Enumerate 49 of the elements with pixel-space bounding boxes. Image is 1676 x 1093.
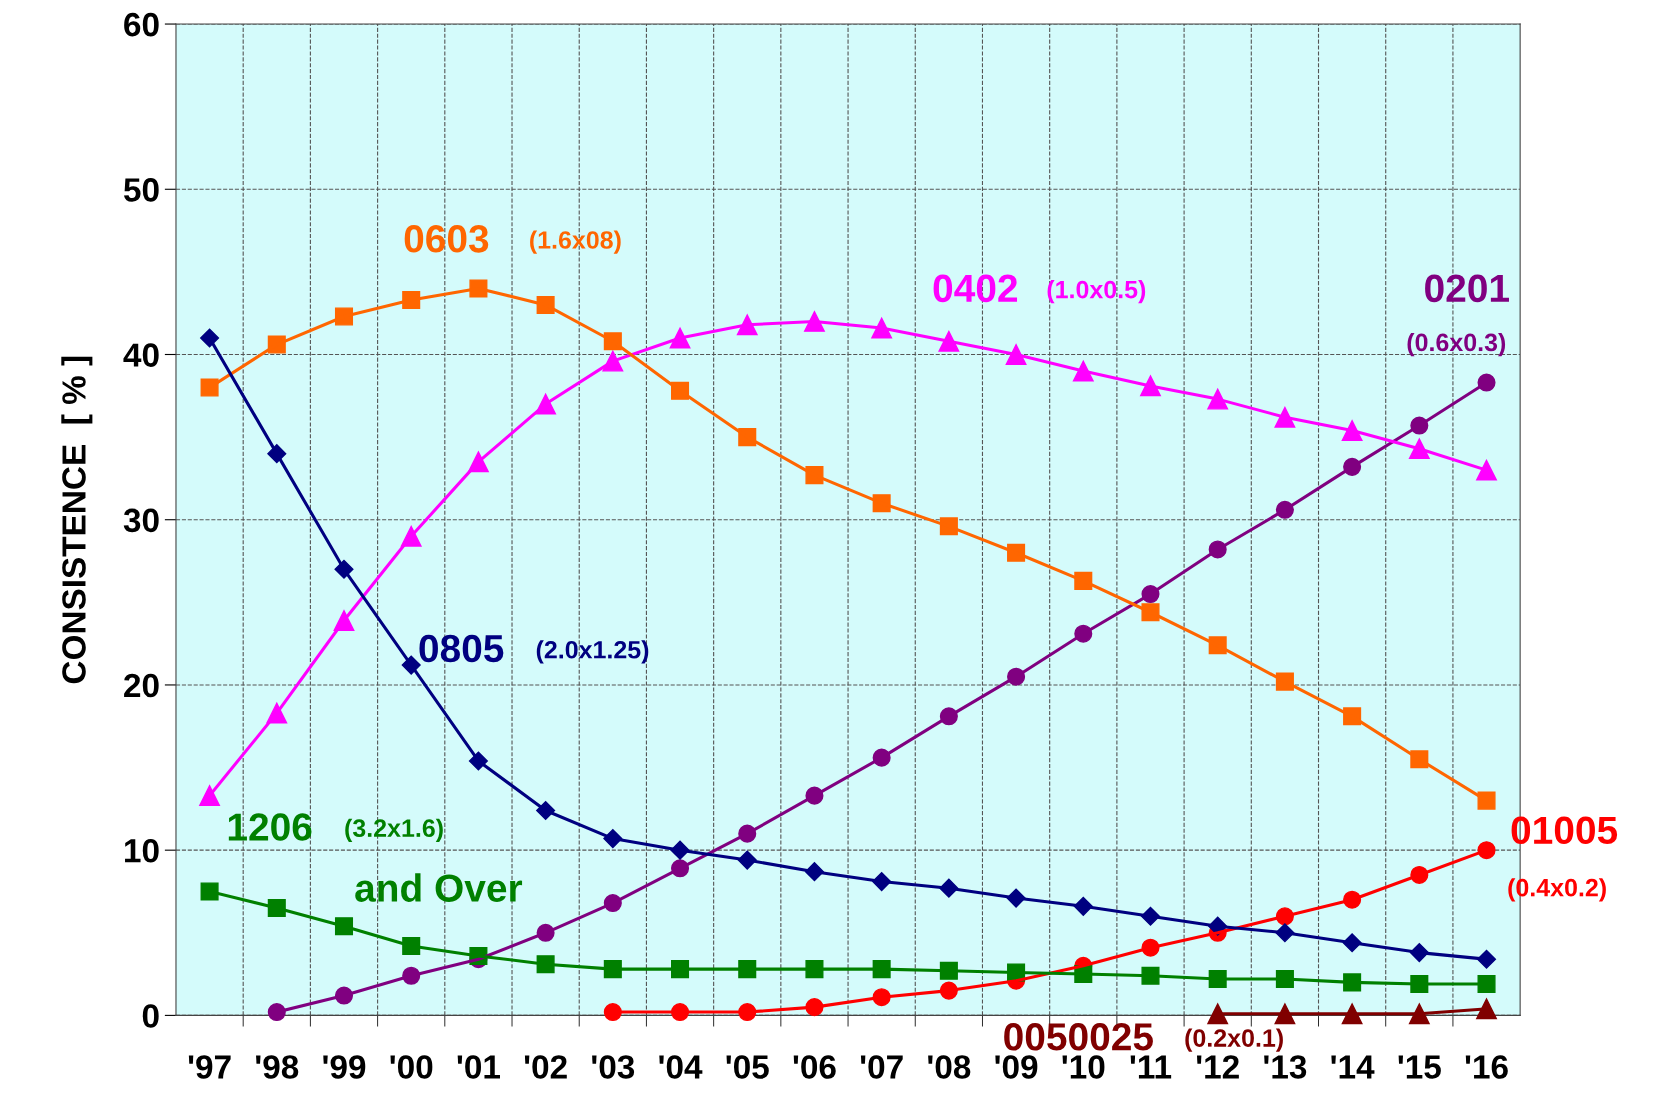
series-label: 1206 [228, 813, 312, 841]
point [200, 882, 219, 901]
series-label: 01005 [1511, 816, 1618, 845]
point [1207, 1003, 1229, 1025]
x-tick-label: '11 [1130, 1055, 1172, 1079]
y-tick-label: 40 [123, 343, 159, 367]
point [1476, 459, 1497, 481]
x-tick-label: '00 [390, 1055, 433, 1079]
y-axis-title: CONSISTENCE [ % ] [61, 356, 93, 684]
x-tick-label: '05 [726, 1055, 769, 1079]
series-label: 0050025 [1004, 1023, 1153, 1051]
y-tick-label: 30 [123, 508, 159, 533]
x-tick-label: '03 [592, 1055, 635, 1079]
annotation: (1.6x08) [530, 230, 621, 254]
y-tick-label: 10 [125, 838, 159, 863]
annotation: (0.4x0.2) [1508, 878, 1606, 902]
x-tick-label: '01 [457, 1055, 500, 1079]
point [199, 785, 221, 807]
annotation: (2.0x1.25) [536, 640, 649, 664]
x-tick-label: '15 [1398, 1055, 1441, 1079]
y-tick-label: 0 [142, 1004, 159, 1028]
x-tick-label: '16 [1465, 1055, 1508, 1079]
x-tick-label: '08 [928, 1055, 971, 1079]
series-label: 0805 [419, 634, 504, 663]
x-tick-label: '06 [793, 1055, 836, 1079]
x-tick-label: '09 [995, 1055, 1038, 1079]
text: (0.2x0.1) [1185, 1028, 1283, 1052]
x-tick-label: '12 [1196, 1055, 1239, 1079]
x-tick-label: '07 [860, 1055, 903, 1079]
y-tick-label: 20 [124, 673, 159, 698]
annotation: (1.0x0.5) [1047, 280, 1146, 304]
annotation: (0.6x0.3) [1407, 332, 1506, 357]
x-tick-label: '98 [256, 1055, 299, 1079]
x-tick-label: '14 [1331, 1055, 1375, 1079]
point [200, 328, 220, 348]
x-tick-label: '04 [659, 1055, 703, 1079]
series-label: 0603 [404, 225, 489, 253]
series-label: 0402 [933, 274, 1018, 303]
series-label: 0201 [1425, 274, 1509, 303]
x-tick-label: '02 [524, 1055, 567, 1079]
x-tick-label: '99 [323, 1055, 366, 1079]
point [1207, 388, 1229, 410]
annotation: (3.2x1.6) [345, 818, 443, 842]
y-tick-label: 60 [124, 12, 159, 37]
y-tick-label: 50 [123, 178, 159, 202]
annotation: and Over [355, 873, 523, 902]
x-tick-label: '13 [1264, 1055, 1307, 1079]
x-tick-label: '10 [1062, 1055, 1105, 1079]
x-tick-label: '97 [188, 1055, 231, 1079]
